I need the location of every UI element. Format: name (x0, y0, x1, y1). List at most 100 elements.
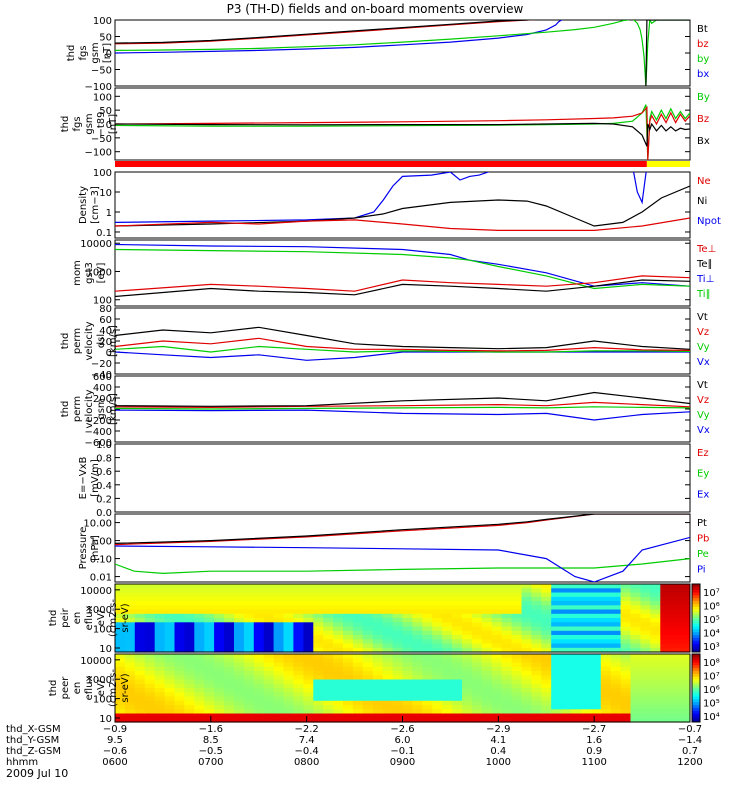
heatmap-cell (402, 658, 413, 664)
heatmap-cell (144, 605, 156, 611)
heatmap-cell (392, 592, 403, 598)
heatmap-cell (234, 696, 245, 702)
heatmap-cell (124, 671, 136, 676)
heatmap-cell (263, 584, 275, 589)
heatmap-cell (134, 588, 146, 594)
heatmap-cell (402, 592, 413, 598)
heatmap-cell (184, 717, 195, 723)
heatmap-cell (551, 700, 562, 706)
heatmap-cell (164, 639, 175, 645)
heatmap-cell (580, 588, 592, 594)
heatmap-cell (561, 622, 572, 628)
heatmap-cell (452, 662, 463, 668)
heatmap-cell (313, 630, 324, 636)
heatmap-cell (551, 643, 562, 649)
heatmap-cell (670, 696, 681, 702)
series-group (115, 326, 690, 361)
heatmap-cell (164, 696, 175, 702)
heatmap-cell (422, 639, 433, 645)
heatmap-cell (561, 662, 572, 668)
series-group (115, 514, 690, 582)
ytick-label: −40 (91, 370, 112, 381)
heatmap-cell (630, 700, 641, 706)
heatmap-cell (263, 609, 275, 615)
heatmap-cell (224, 584, 235, 589)
heatmap-cell (174, 592, 185, 598)
heatmap-cell (253, 639, 265, 645)
ylabel-line: velocity (84, 321, 95, 360)
heatmap-cell (115, 658, 126, 664)
heatmap-cell (600, 692, 612, 698)
panel-frame (114, 171, 691, 239)
heatmap-cell (224, 596, 235, 602)
heatmap-cell (273, 635, 284, 640)
heatmap-cell (273, 592, 284, 598)
heatmap-cell (670, 584, 681, 589)
heatmap-cell (303, 639, 314, 645)
heatmap-cell (531, 643, 542, 649)
heatmap-cell (640, 666, 651, 672)
xaxis-value: 0.7 (682, 746, 698, 757)
heatmap-cell (471, 601, 483, 606)
heatmap-cell (392, 679, 403, 685)
heatmap-cell (491, 709, 503, 715)
heatmap-cell (412, 696, 423, 702)
heatmap-cell (501, 605, 512, 611)
heatmap-cell (541, 639, 552, 645)
xaxis-value: 8.5 (203, 735, 219, 746)
heatmap-cell (462, 626, 473, 632)
panel-frame (114, 583, 691, 653)
heatmap-cell (253, 666, 265, 672)
heatmap-cell (471, 675, 483, 681)
heatmap-cell (392, 709, 403, 715)
heatmap-cell (204, 596, 215, 602)
colorbar-step (692, 609, 700, 613)
heatmap-cell (402, 647, 413, 653)
heatmap-cell (115, 683, 126, 689)
heatmap-cell (174, 584, 185, 589)
heatmap-cell (511, 609, 522, 615)
heatmap-cell (501, 647, 512, 653)
ylabel: mom gst3 [eV] (72, 260, 107, 286)
heatmap-cell (234, 635, 245, 640)
heatmap-cell (660, 630, 671, 636)
heatmap-cell (600, 658, 612, 664)
heatmap-cell (283, 688, 294, 693)
heatmap-cell (253, 705, 265, 710)
heatmap-cell (660, 601, 671, 606)
heatmap-cell (511, 700, 522, 706)
heatmap-cell (422, 654, 433, 659)
heatmap-cell (580, 717, 592, 723)
heatmap-cell (273, 671, 284, 676)
heatmap-cell (412, 618, 423, 623)
heatmap-cell (551, 679, 562, 685)
heatmap-cell (650, 609, 661, 615)
heatmap-cell (422, 692, 433, 698)
heatmap-cell (144, 675, 156, 681)
heatmap-cell (640, 626, 651, 632)
heatmap-cell (204, 679, 215, 685)
xaxis-value: −0.5 (199, 746, 223, 757)
heatmap-cell (561, 658, 572, 664)
heatmap-cell (343, 596, 354, 602)
heatmap-cell (323, 700, 334, 706)
heatmap-cell (164, 622, 175, 628)
heatmap-cell (154, 709, 166, 715)
ylabel-line: en (72, 682, 83, 695)
heatmap-cell (561, 613, 572, 619)
heatmap-cell (263, 613, 275, 619)
heatmap-cell (511, 596, 522, 602)
heatmap-cell (293, 588, 304, 594)
heatmap-cell (541, 671, 552, 676)
heatmap-cell (600, 630, 612, 636)
heatmap-cell (184, 639, 195, 645)
heatmap-cell (362, 609, 374, 615)
heatmap-cell (382, 626, 394, 632)
heatmap-cell (372, 666, 384, 672)
heatmap-cell (650, 601, 661, 606)
heatmap-cell (412, 605, 423, 611)
heatmap-cell (630, 596, 641, 602)
